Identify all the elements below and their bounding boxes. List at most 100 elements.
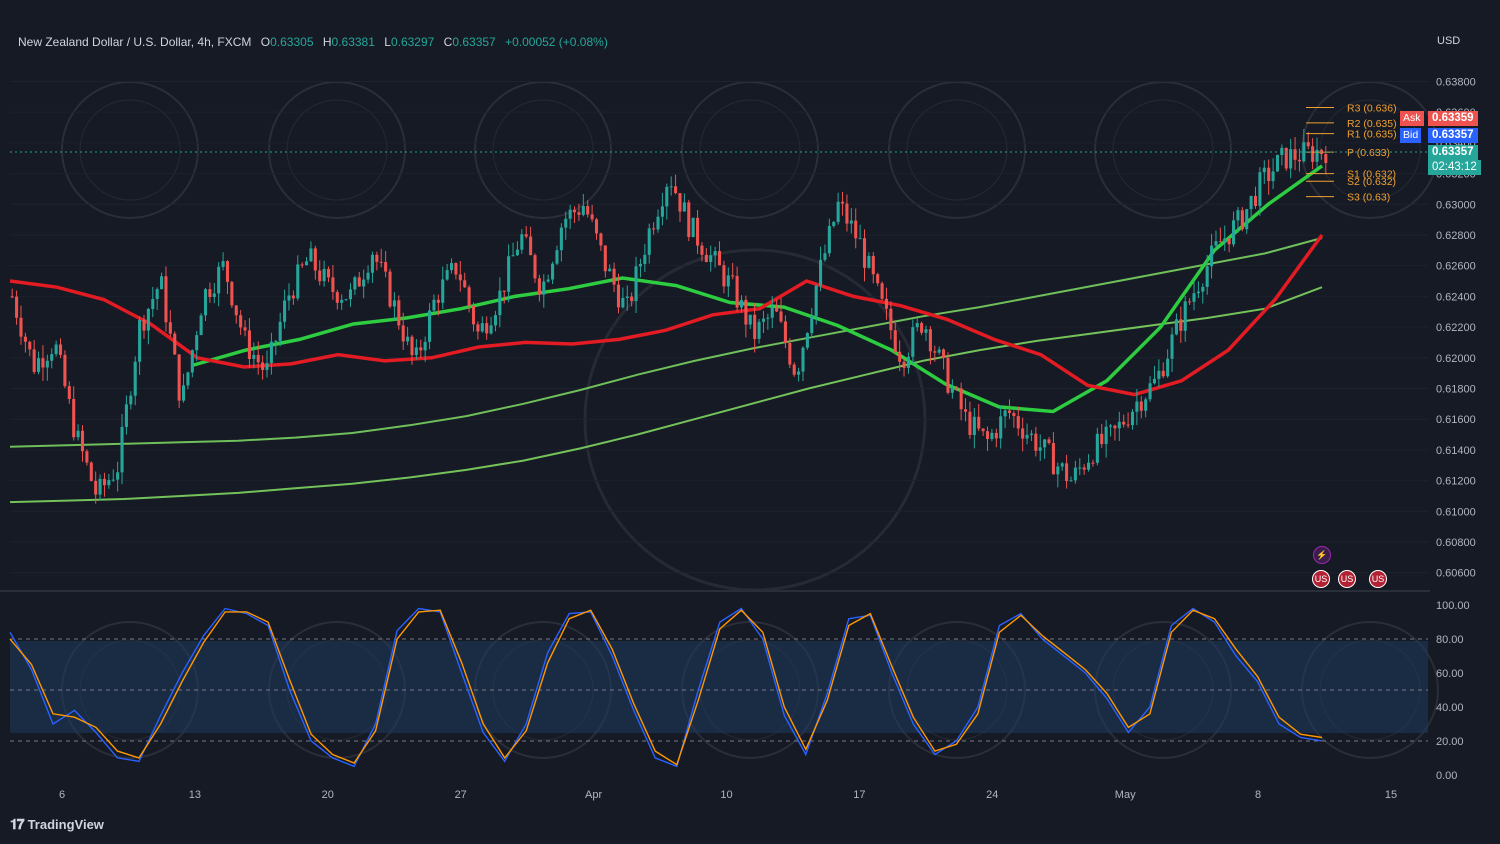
candle-body — [555, 250, 559, 264]
candle-body — [164, 276, 168, 323]
candle-body — [748, 314, 752, 325]
close-label: C — [443, 35, 453, 49]
candle-body — [871, 255, 875, 275]
us-flag-icon[interactable]: US — [1369, 570, 1387, 588]
candle-body — [546, 279, 550, 282]
candle-body — [783, 321, 787, 343]
candle-body — [1214, 241, 1218, 246]
price-tick-label: 0.61800 — [1436, 383, 1476, 395]
candle-body — [203, 289, 208, 316]
candle-body — [735, 276, 739, 308]
candle-body — [1196, 291, 1200, 294]
candle-body — [981, 428, 985, 432]
candle-body — [1179, 319, 1183, 331]
price-tick-label: 0.62600 — [1436, 261, 1476, 273]
candle-body — [212, 293, 216, 298]
candle-body — [89, 462, 93, 481]
candle-body — [884, 298, 889, 309]
candle-body — [340, 299, 344, 303]
price-tick-label: 0.62000 — [1436, 353, 1476, 365]
candle-body — [1240, 210, 1244, 230]
price-tick-label: 0.62400 — [1436, 291, 1476, 303]
candle-body — [63, 354, 67, 387]
us-flag-icon[interactable]: US — [1312, 570, 1330, 588]
candle-body — [72, 398, 76, 438]
high-label: H — [322, 35, 332, 49]
candle-body — [1025, 434, 1029, 439]
candle-body — [1324, 154, 1328, 163]
pivot-label: S2 (0.632) — [1347, 176, 1396, 188]
candle-body — [753, 314, 757, 339]
ma-red — [9, 233, 1324, 397]
lightning-icon[interactable]: ⚡ — [1313, 546, 1331, 564]
tradingview-logo[interactable]: 𝟏𝟕 TradingView — [10, 816, 104, 833]
price-tick-label: 0.62200 — [1436, 322, 1476, 334]
candle-body — [498, 290, 502, 316]
candle-body — [924, 329, 928, 333]
candle-body — [58, 344, 63, 355]
candle-body — [1051, 442, 1055, 475]
ma-green-fast — [191, 164, 1324, 414]
currency-label[interactable]: USD — [1437, 35, 1461, 47]
candle-body — [313, 248, 317, 271]
candle-body — [854, 220, 858, 239]
candle-body — [80, 430, 85, 452]
candle-body — [1289, 149, 1293, 169]
candle-body — [107, 480, 111, 486]
candle-body — [731, 275, 735, 277]
candle-body — [133, 361, 137, 396]
candle-body — [1271, 171, 1275, 182]
stochastic-tick-label: 40.00 — [1436, 702, 1464, 714]
symbol-title: New Zealand Dollar / U.S. Dollar, 4h, FX… — [18, 35, 252, 49]
candle-body — [766, 317, 770, 319]
candle-body — [1267, 167, 1271, 182]
candle-body — [239, 315, 243, 328]
candle-body — [423, 341, 427, 351]
time-tick-label: 6 — [59, 789, 65, 801]
candle-body — [32, 349, 36, 372]
candle-body — [722, 265, 726, 287]
candle-body — [678, 193, 682, 212]
candle-body — [515, 249, 519, 256]
candle-body — [599, 233, 603, 246]
low-label: L — [384, 35, 391, 49]
candle-body — [1078, 467, 1082, 469]
candle-body — [964, 409, 968, 412]
candle-body — [594, 219, 599, 234]
candle-body — [278, 321, 282, 341]
symbol-legend: New Zealand Dollar / U.S. Dollar, 4h, FX… — [18, 35, 608, 49]
candle-body — [524, 234, 528, 237]
candle-body — [432, 299, 436, 311]
candle-body — [946, 357, 950, 393]
moving-averages — [9, 164, 1324, 504]
candle-body — [1069, 480, 1073, 482]
us-flag-icon[interactable]: US — [1338, 570, 1356, 588]
candle-body — [660, 206, 664, 217]
candle-body — [419, 347, 423, 351]
candle-body — [199, 315, 203, 336]
candle-body — [76, 430, 80, 438]
candle-body — [1262, 167, 1266, 173]
candle-body — [652, 228, 656, 230]
candle-body — [977, 416, 981, 429]
candle-body — [1174, 319, 1178, 335]
candle-body — [480, 323, 484, 332]
candle-body — [810, 316, 814, 334]
candle-body — [840, 201, 845, 204]
candle-body — [177, 354, 181, 401]
candle-body — [23, 336, 27, 342]
candle-body — [129, 395, 133, 405]
candle-body — [889, 308, 893, 331]
candle-body — [959, 388, 963, 410]
candle-body — [366, 272, 370, 280]
candle-body — [612, 268, 616, 285]
candle-body — [1245, 209, 1249, 230]
candle-body — [581, 206, 585, 215]
candle-body — [489, 325, 493, 334]
stochastic-tick-label: 100.00 — [1436, 600, 1470, 612]
candle-body — [1003, 410, 1007, 417]
candle-body — [256, 354, 260, 363]
candle-body — [102, 478, 106, 486]
candle-body — [744, 299, 748, 325]
